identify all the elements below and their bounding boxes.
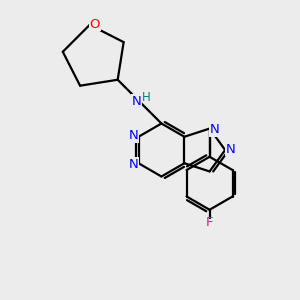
Text: N: N: [226, 142, 235, 155]
Text: N: N: [132, 94, 141, 108]
Text: N: N: [210, 123, 220, 136]
Text: O: O: [89, 18, 100, 31]
Text: N: N: [128, 158, 138, 171]
Text: H: H: [142, 91, 151, 104]
Text: F: F: [206, 216, 213, 229]
Text: N: N: [128, 129, 138, 142]
